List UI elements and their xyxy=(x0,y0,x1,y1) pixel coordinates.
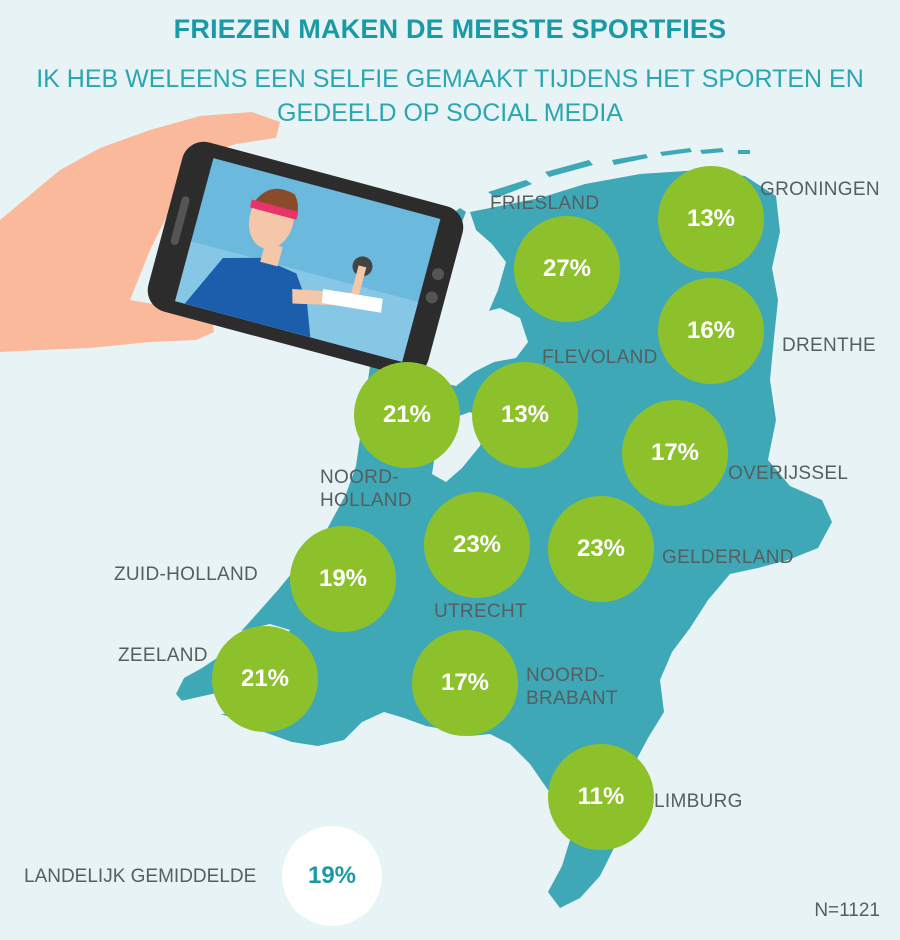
bubble-drenthe: 16% xyxy=(658,278,764,384)
label-zuid-holland: ZUID-HOLLAND xyxy=(114,564,259,585)
label-noord-holland-line2: HOLLAND xyxy=(320,490,412,511)
subtitle-line-1: IK HEB WELEENS EEN SELFIE GEMAAKT TIJDEN… xyxy=(36,65,864,93)
label-flevoland: FLEVOLAND xyxy=(542,347,658,368)
bubble-groningen: 13% xyxy=(658,166,764,272)
bubble-zeeland: 21% xyxy=(212,626,318,732)
subtitle-line-2: GEDEELD OP SOCIAL MEDIA xyxy=(277,99,623,127)
bubble-flevoland: 13% xyxy=(472,362,578,468)
label-friesland: FRIESLAND xyxy=(490,193,600,214)
label-limburg: LIMBURG xyxy=(654,791,743,812)
bubble-limburg: 11% xyxy=(548,744,654,850)
bubble-friesland: 27% xyxy=(514,216,620,322)
label-noord-brabant: NOORD- BRABANT xyxy=(526,664,618,710)
bubble-gelderland: 23% xyxy=(548,496,654,602)
label-groningen: GRONINGEN xyxy=(760,179,880,200)
label-zeeland: ZEELAND xyxy=(118,645,208,666)
hand-with-phone-illustration xyxy=(0,112,464,376)
bubble-zuid-holland: 19% xyxy=(290,526,396,632)
label-noord-brabant-line2: BRABANT xyxy=(526,688,618,709)
label-noord-brabant-line1: NOORD- xyxy=(526,665,605,686)
label-noord-holland: NOORD- HOLLAND xyxy=(320,466,412,512)
national-average-label: LANDELIJK GEMIDDELDE xyxy=(24,866,257,887)
label-noord-holland-line1: NOORD- xyxy=(320,467,399,488)
bubble-utrecht: 23% xyxy=(424,492,530,598)
bubble-noord-brabant: 17% xyxy=(412,630,518,736)
label-utrecht: UTRECHT xyxy=(434,601,527,622)
infographic-title: FRIEZEN MAKEN DE MEESTE SPORTFIES xyxy=(173,14,727,44)
label-gelderland: GELDERLAND xyxy=(662,547,794,568)
ijsselmeer xyxy=(434,308,528,386)
sample-size: N=1121 xyxy=(814,900,880,921)
hand xyxy=(0,112,280,352)
infographic-subtitle: IK HEB WELEENS EEN SELFIE GEMAAKT TIJDEN… xyxy=(0,62,900,130)
national-average-bubble: 19% xyxy=(282,826,382,926)
bubble-overijssel: 17% xyxy=(622,400,728,506)
bubble-noord-holland: 21% xyxy=(354,362,460,468)
label-drenthe: DRENTHE xyxy=(782,335,876,356)
label-overijssel: OVERIJSSEL xyxy=(728,463,849,484)
